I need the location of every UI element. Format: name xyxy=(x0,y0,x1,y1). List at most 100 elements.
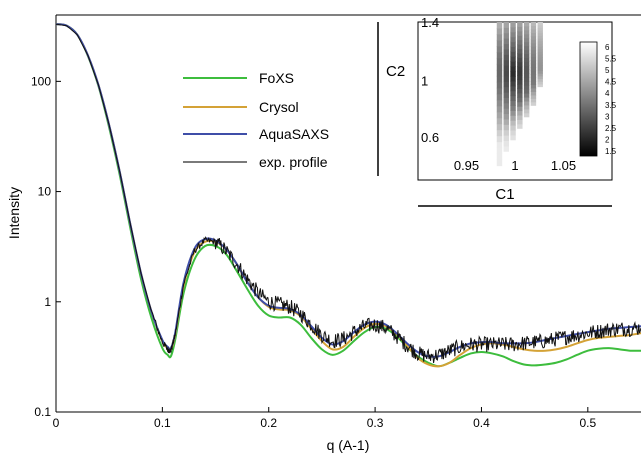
heatmap-cell xyxy=(503,75,509,82)
heatmap-cell xyxy=(503,70,509,77)
heatmap-cell xyxy=(523,73,530,78)
heatmap-cell xyxy=(530,74,537,79)
heatmap-cell xyxy=(510,134,516,141)
heatmap-cell xyxy=(496,105,503,113)
heatmap-cell xyxy=(510,129,516,136)
heatmap-cell xyxy=(510,22,516,28)
main-series xyxy=(56,23,641,368)
heatmap-cell xyxy=(537,43,543,47)
heatmap-cell xyxy=(510,36,516,43)
x-tick-label: 0 xyxy=(53,416,60,430)
heatmap-cell xyxy=(517,119,523,125)
heatmap-cell xyxy=(523,53,530,59)
x-tick-label: 0.1 xyxy=(154,416,171,430)
heatmap-cell xyxy=(503,27,509,34)
inset-cells xyxy=(496,22,543,167)
heatmap-cell xyxy=(537,67,543,71)
heatmap-cell xyxy=(537,65,543,69)
heatmap-cell xyxy=(517,88,523,94)
heatmap-cell xyxy=(496,135,503,143)
heatmap-cell xyxy=(496,123,503,131)
heatmap-cell xyxy=(517,35,523,41)
series-line-aquasaxs xyxy=(56,23,641,358)
heatmap-cell xyxy=(503,92,509,98)
heatmap-cell xyxy=(503,118,509,125)
heatmap-cell xyxy=(523,65,530,70)
heatmap-cell xyxy=(523,37,530,43)
heatmap-cell xyxy=(517,115,523,120)
heatmap-cell xyxy=(537,48,543,53)
heatmap-cell xyxy=(503,135,509,141)
heatmap-cell xyxy=(530,46,537,51)
heatmap-cell xyxy=(496,147,503,155)
heatmap-cell xyxy=(496,141,503,149)
heatmap-cell xyxy=(517,70,523,76)
heatmap-cell xyxy=(503,97,509,104)
heatmap-cell xyxy=(523,108,530,114)
colorbar-tick-label: 3 xyxy=(605,112,610,121)
heatmap-cell xyxy=(510,100,516,106)
heatmap-cell xyxy=(510,110,516,116)
heatmap-cell xyxy=(530,35,537,40)
heatmap-cell xyxy=(530,53,537,58)
heatmap-cell xyxy=(496,93,503,101)
inset-y-tick-label: 0.6 xyxy=(421,130,439,145)
heatmap-cell xyxy=(503,81,509,88)
heatmap-cell xyxy=(523,101,530,106)
heatmap-cell xyxy=(510,66,516,72)
heatmap-cell xyxy=(523,61,530,66)
heatmap-cell xyxy=(517,123,523,129)
heatmap-cell xyxy=(537,62,543,66)
heatmap-cell xyxy=(523,85,530,90)
heatmap-cell xyxy=(510,105,516,111)
heatmap-cell xyxy=(496,117,503,125)
heatmap-cell xyxy=(523,29,530,35)
heatmap-cell xyxy=(530,49,537,54)
inset-ticks: 0.95 1 1.05 1.4 1 0.6 xyxy=(421,15,576,173)
legend-label-foxs: FoXS xyxy=(259,70,294,86)
heatmap-cell xyxy=(530,84,537,89)
heatmap-cell xyxy=(510,61,516,67)
heatmap-cell xyxy=(503,32,509,39)
heatmap-cell xyxy=(496,129,503,137)
heatmap-cell xyxy=(517,44,523,50)
heatmap-cell xyxy=(496,69,503,77)
heatmap-cell xyxy=(510,26,516,33)
heatmap-cell xyxy=(517,75,523,81)
heatmap-cell xyxy=(530,101,537,106)
heatmap-cell xyxy=(503,140,509,147)
heatmap-cell xyxy=(503,102,509,109)
heatmap-cell xyxy=(496,153,503,161)
heatmap-cell xyxy=(523,41,530,47)
heatmap-cell xyxy=(537,32,543,36)
heatmap-cell xyxy=(503,48,509,55)
heatmap-cell xyxy=(530,91,537,96)
heatmap-cell xyxy=(537,51,543,55)
heatmap-cell xyxy=(503,43,509,50)
heatmap-cell xyxy=(517,48,523,54)
heatmap-cell xyxy=(537,81,543,85)
heatmap-cell xyxy=(503,86,509,93)
heatmap-cell xyxy=(523,22,530,27)
heatmap-cell xyxy=(517,97,523,103)
inset-x-tick-label: 1.05 xyxy=(551,158,576,173)
heatmap-cell xyxy=(537,75,543,80)
heatmap-cell xyxy=(537,57,543,61)
heatmap-cell xyxy=(496,27,503,35)
heatmap-cell xyxy=(517,84,523,89)
colorbar-tick-label: 2 xyxy=(605,135,610,144)
heatmap-cell xyxy=(523,89,530,94)
heatmap-cell xyxy=(496,51,503,59)
legend-label-exp-profile: exp. profile xyxy=(259,154,328,170)
heatmap-cell xyxy=(537,59,543,63)
x-axis-title: q (A-1) xyxy=(327,437,370,453)
heatmap-cell xyxy=(510,41,516,48)
heatmap-cell xyxy=(510,120,516,126)
legend: FoXS Crysol AquaSAXS exp. profile xyxy=(183,70,329,170)
x-tick-label: 0.4 xyxy=(473,416,490,430)
heatmap-cell xyxy=(517,61,523,67)
heatmap-cell xyxy=(517,22,523,27)
inset-x-tick-label: 0.95 xyxy=(454,158,479,173)
